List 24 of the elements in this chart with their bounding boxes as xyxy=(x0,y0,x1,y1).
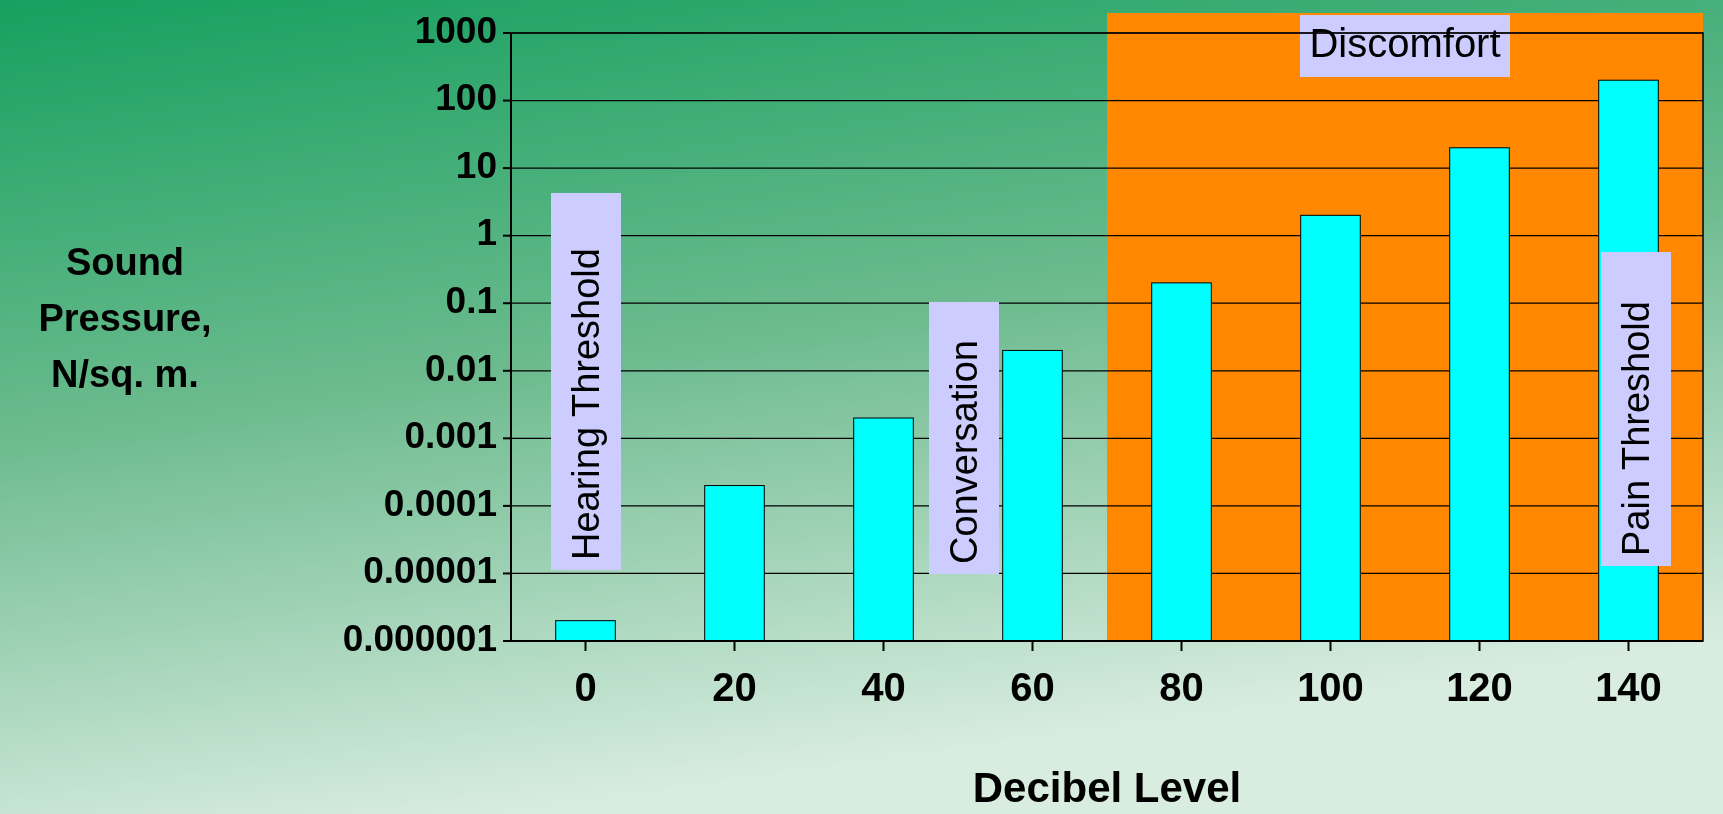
x-axis-title: Decibel Level xyxy=(972,764,1242,811)
y-tick-label: 0.1 xyxy=(445,280,497,321)
band-label: Discomfort xyxy=(1309,20,1501,65)
annotation: Conversation xyxy=(943,340,985,564)
y-tick-label: 10 xyxy=(455,144,497,186)
x-tick-label: 100 xyxy=(1297,665,1364,709)
y-tick-label: 1000 xyxy=(414,9,497,51)
y-tick-label: 0.0001 xyxy=(383,482,497,524)
y-tick-label: 0.001 xyxy=(404,415,497,457)
y-axis-title: Sound Pressure, N/sq. m. xyxy=(38,241,212,395)
y-tick-label: 0.000001 xyxy=(342,617,497,659)
x-tick-label: 140 xyxy=(1595,665,1662,709)
annotation: Pain Threshold xyxy=(1615,301,1657,556)
x-tick-label: 60 xyxy=(1010,665,1055,709)
y-tick-label: 0.01 xyxy=(424,347,497,389)
x-tick-label: 20 xyxy=(712,665,757,709)
y-tick-label: 0.00001 xyxy=(363,550,497,592)
x-tick-label: 0 xyxy=(574,665,597,709)
annotation: Hearing Threshold xyxy=(565,248,607,560)
y-tick-label: 100 xyxy=(435,77,497,119)
x-tick-label: 80 xyxy=(1159,665,1204,709)
x-tick-label: 40 xyxy=(861,665,906,709)
x-tick-label: 120 xyxy=(1446,665,1513,709)
y-tick-label: 1 xyxy=(476,212,497,254)
